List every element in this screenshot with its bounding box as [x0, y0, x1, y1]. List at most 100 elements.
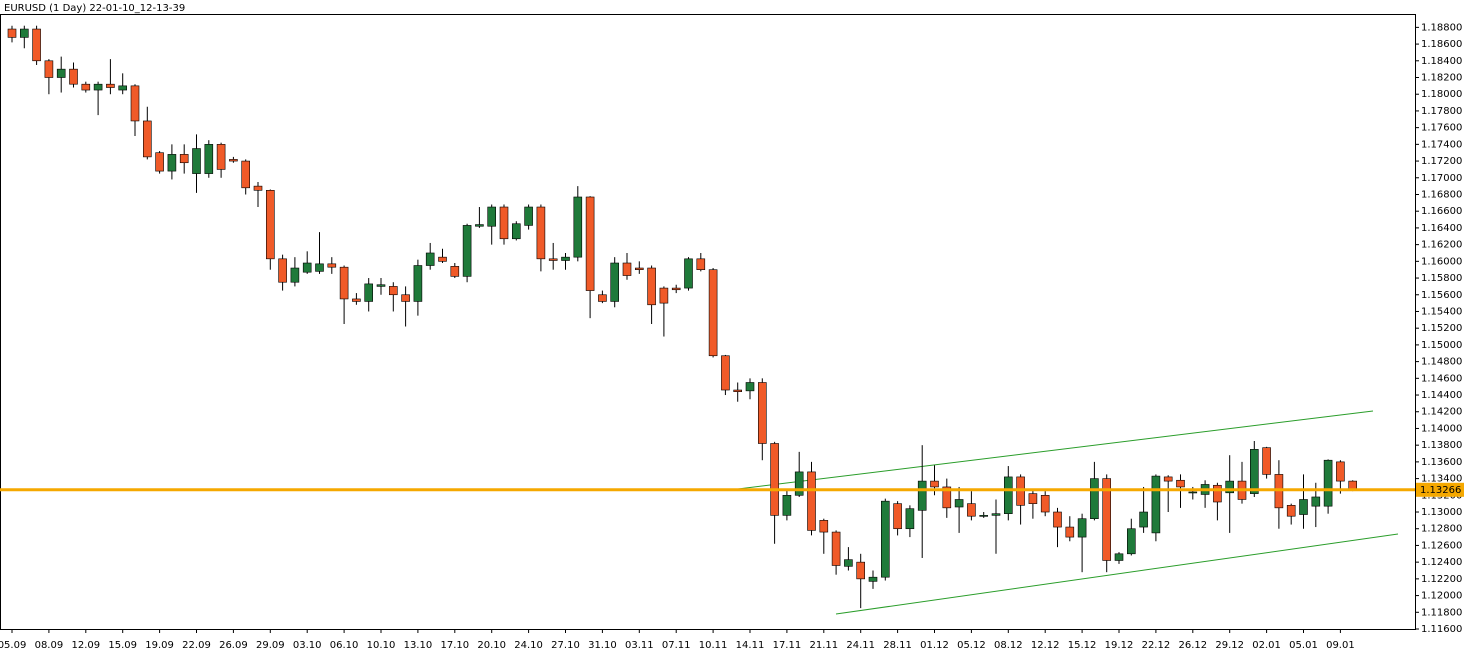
candle-body [721, 355, 730, 391]
candle-body [241, 160, 250, 189]
y-tick-label: 1.11800 [1421, 607, 1462, 618]
x-tick-label: 08.12 [994, 640, 1023, 651]
candle-body [1151, 475, 1161, 534]
x-tick-label: 06.10 [330, 640, 359, 651]
y-tick-label: 1.17200 [1421, 156, 1462, 167]
x-tick-label: 19.09 [145, 640, 174, 651]
y-tick-label: 1.15200 [1421, 323, 1462, 334]
candle-body [770, 443, 779, 516]
candle-body [1176, 479, 1185, 488]
candle-body [1225, 480, 1234, 494]
x-tick-label: 05.09 [0, 640, 26, 651]
candle-body [302, 262, 312, 273]
candle-body [647, 267, 656, 306]
candle-body [745, 382, 755, 392]
candle-body [1311, 496, 1321, 507]
candle-body [44, 60, 54, 78]
x-tick-label: 29.12 [1215, 640, 1244, 651]
candle-body [7, 28, 17, 38]
candle-body [917, 480, 927, 511]
candle-body [561, 256, 570, 261]
candle-body [757, 382, 767, 444]
y-tick-label: 1.18200 [1421, 73, 1462, 84]
candle-body [253, 185, 263, 191]
candle-body [93, 83, 103, 91]
y-tick-label: 1.17000 [1421, 173, 1462, 184]
candle-body [1114, 553, 1124, 561]
candle-body [167, 154, 177, 172]
candle-body [1336, 461, 1345, 482]
channel-upper [737, 410, 1374, 490]
x-tick-label: 17.11 [773, 640, 802, 651]
candle-body [81, 83, 91, 91]
candle-body [868, 576, 878, 582]
candle-body [991, 513, 1001, 516]
y-tick-label: 1.11600 [1421, 624, 1462, 635]
y-tick-label: 1.13800 [1421, 440, 1462, 451]
candle-body [106, 83, 115, 88]
candle-body [856, 561, 866, 580]
candle-body [290, 267, 300, 283]
candle-body [905, 508, 915, 530]
candle-body [462, 225, 472, 277]
candle-body [598, 294, 607, 302]
candle-body [19, 28, 29, 38]
x-tick-label: 15.09 [108, 640, 137, 651]
x-tick-label: 22.12 [1142, 640, 1171, 651]
candle-body [893, 503, 902, 530]
y-tick-label: 1.18600 [1421, 39, 1462, 50]
candle-body [192, 148, 201, 174]
candle-body [1028, 493, 1038, 504]
candle-body [352, 298, 361, 302]
candle-body [1299, 499, 1308, 515]
candle-body [1003, 476, 1013, 514]
candle-body [782, 495, 792, 516]
candle-body [819, 520, 829, 533]
x-tick-label: 14.11 [736, 640, 765, 651]
y-tick-label: 1.14600 [1421, 373, 1462, 384]
y-tick-label: 1.16600 [1421, 206, 1462, 217]
x-tick-label: 27.10 [551, 640, 580, 651]
candle-body [487, 206, 497, 227]
candle-body [1127, 528, 1136, 555]
candle-body [1053, 511, 1062, 528]
price-label-box [1416, 482, 1464, 497]
x-tick-label: 20.10 [477, 640, 506, 651]
y-tick-label: 1.16000 [1421, 256, 1462, 267]
x-tick-label: 21.11 [809, 640, 838, 651]
candle-body [967, 503, 976, 517]
candle-body [1163, 476, 1173, 482]
x-tick-label: 24.11 [846, 640, 875, 651]
y-tick-label: 1.18000 [1421, 89, 1462, 100]
candle-body [524, 206, 533, 226]
x-tick-label: 03.11 [625, 640, 654, 651]
candle-body [585, 196, 595, 291]
candle-body [684, 258, 693, 289]
candle-body [315, 263, 324, 272]
x-tick-label: 28.11 [883, 640, 912, 651]
y-tick-label: 1.12200 [1421, 574, 1462, 585]
price-label: 1.13266 [1420, 485, 1461, 496]
candle-body [733, 389, 743, 392]
y-tick-label: 1.12000 [1421, 591, 1462, 602]
candle-body [1102, 478, 1111, 561]
candle-body [659, 287, 669, 304]
candle-body [388, 286, 398, 296]
x-tick-label: 24.10 [514, 640, 543, 651]
x-tick-label: 09.01 [1326, 640, 1355, 651]
x-tick-label: 12.12 [1031, 640, 1060, 651]
plot-frame [0, 14, 1416, 630]
x-tick-label: 31.10 [588, 640, 617, 651]
y-tick-label: 1.17400 [1421, 139, 1462, 150]
candle-body [364, 283, 374, 302]
x-tick-label: 12.09 [71, 640, 100, 651]
candle-body [32, 28, 41, 62]
candle-body [278, 258, 287, 283]
x-tick-label: 10.11 [699, 640, 728, 651]
candle-body [622, 262, 632, 276]
candle-body [425, 252, 435, 266]
candle-body [265, 190, 275, 260]
x-tick-label: 13.10 [404, 640, 433, 651]
y-tick-label: 1.15600 [1421, 290, 1462, 301]
